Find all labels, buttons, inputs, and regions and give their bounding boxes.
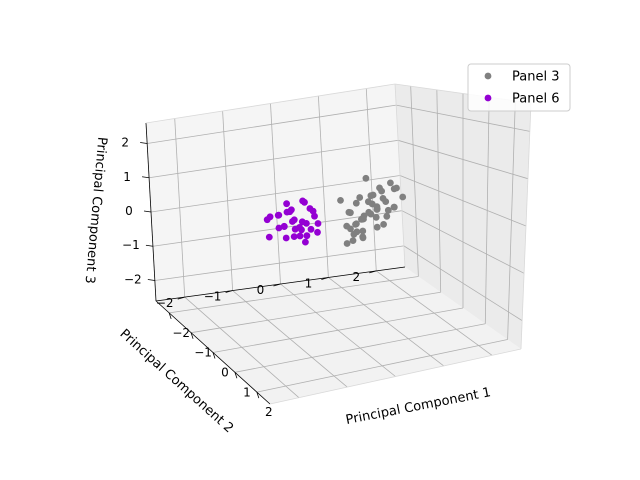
data-point	[385, 207, 392, 214]
data-point	[275, 212, 282, 219]
x-tick-label: −2	[172, 326, 190, 340]
data-point	[301, 199, 308, 206]
data-point	[380, 221, 387, 228]
z-tick-label: 1	[123, 170, 131, 184]
data-point	[308, 226, 315, 233]
data-point	[346, 209, 353, 216]
data-point	[315, 220, 322, 227]
data-point	[314, 229, 321, 236]
x-tick-label: 1	[243, 385, 251, 399]
z-tick	[140, 143, 147, 144]
data-point	[343, 223, 350, 230]
z-tick-label: 2	[121, 136, 129, 150]
data-point	[350, 237, 357, 244]
legend-label-panel-6: Panel 6	[512, 92, 559, 107]
legend: Panel 3 Panel 6	[468, 64, 570, 111]
data-point	[360, 216, 367, 223]
y-tick-label: 1	[305, 277, 313, 291]
y-tick-label: −1	[204, 290, 222, 304]
data-point	[399, 194, 406, 201]
x-tick-label: 0	[221, 366, 229, 380]
data-point	[354, 228, 361, 235]
data-point	[291, 233, 298, 240]
data-point	[283, 235, 290, 242]
data-point	[283, 200, 290, 207]
z-tick	[146, 245, 153, 246]
x-tick-label: 2	[265, 405, 273, 419]
z-tick-label: −2	[124, 273, 142, 287]
x-tick-label: −1	[194, 346, 212, 360]
data-point	[344, 240, 351, 247]
data-point	[302, 239, 309, 246]
z-tick	[148, 279, 155, 280]
data-point	[393, 185, 400, 192]
legend-marker-panel-6	[485, 95, 492, 102]
data-point	[359, 228, 366, 235]
data-point	[360, 234, 367, 241]
data-point	[264, 216, 271, 223]
z-axis-label: Principal Component 3	[82, 136, 110, 284]
z-tick-label: 0	[125, 204, 133, 218]
data-point	[304, 232, 311, 239]
data-point	[373, 214, 380, 221]
legend-marker-panel-3	[485, 73, 492, 80]
data-point	[337, 197, 344, 204]
data-point	[374, 224, 381, 231]
data-point	[380, 195, 387, 202]
data-point	[266, 234, 273, 241]
data-point	[356, 194, 363, 201]
data-point	[365, 198, 372, 205]
z-tick-label: −1	[122, 238, 140, 252]
data-point	[297, 233, 304, 240]
x-axis-label: Principal Component 1	[345, 385, 493, 428]
data-point	[352, 221, 359, 228]
data-point	[387, 180, 394, 187]
data-point	[363, 175, 370, 182]
data-point	[286, 208, 293, 215]
legend-label-panel-3: Panel 3	[512, 70, 559, 85]
data-point	[289, 218, 296, 225]
data-point	[391, 204, 398, 211]
z-tick	[142, 177, 149, 178]
data-point	[353, 200, 360, 207]
z-tick	[144, 211, 151, 212]
data-point	[281, 223, 288, 230]
y-tick-label: 0	[257, 283, 265, 297]
y-tick-label: 2	[352, 270, 360, 284]
y-tick-label: −2	[156, 296, 174, 310]
data-point	[378, 188, 385, 195]
data-point	[299, 218, 306, 225]
data-point	[370, 192, 377, 199]
data-point	[383, 213, 390, 220]
data-point	[292, 226, 299, 233]
data-point	[310, 208, 317, 215]
